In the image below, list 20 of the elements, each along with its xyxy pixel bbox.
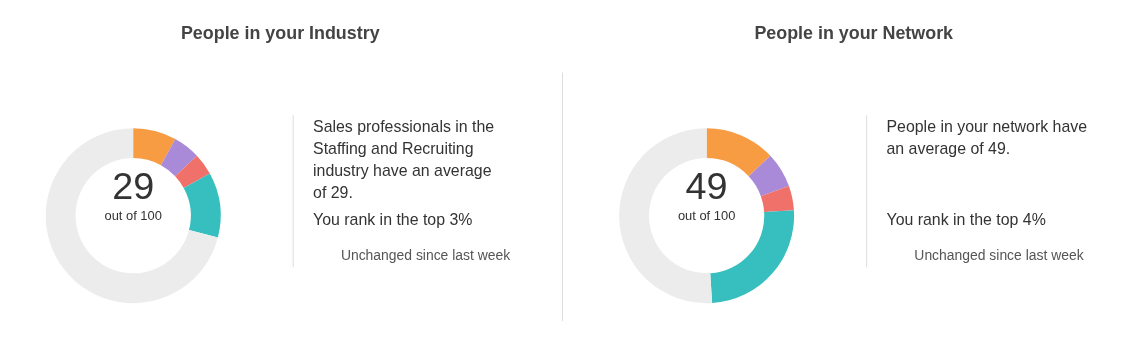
donut-slice (45, 128, 218, 304)
donut-slice (760, 186, 794, 213)
donut-slice (133, 128, 176, 166)
text: Unchanged since last week (914, 247, 1084, 264)
text: Sales professionals in the Staffing and Recruiting industry have an average of 29. (313, 118, 495, 201)
text: out of 100 (104, 207, 162, 223)
text: 49 (685, 164, 728, 207)
text: You rank in the top 3% (313, 210, 473, 228)
text: out of 100 (677, 207, 736, 223)
donut-slice (710, 210, 794, 303)
text: People in your network have an average of 49. (886, 118, 1088, 158)
donut-slice (183, 173, 221, 238)
text: Unchanged since last week (340, 247, 511, 264)
donut-slice (160, 139, 197, 177)
text: People in your Industry (180, 22, 380, 43)
text: You rank in the top 4% (886, 210, 1046, 228)
text: People in your Network (754, 22, 954, 43)
donut-slice (175, 155, 210, 188)
text: 29 (112, 164, 155, 207)
donut-slice (748, 155, 789, 197)
